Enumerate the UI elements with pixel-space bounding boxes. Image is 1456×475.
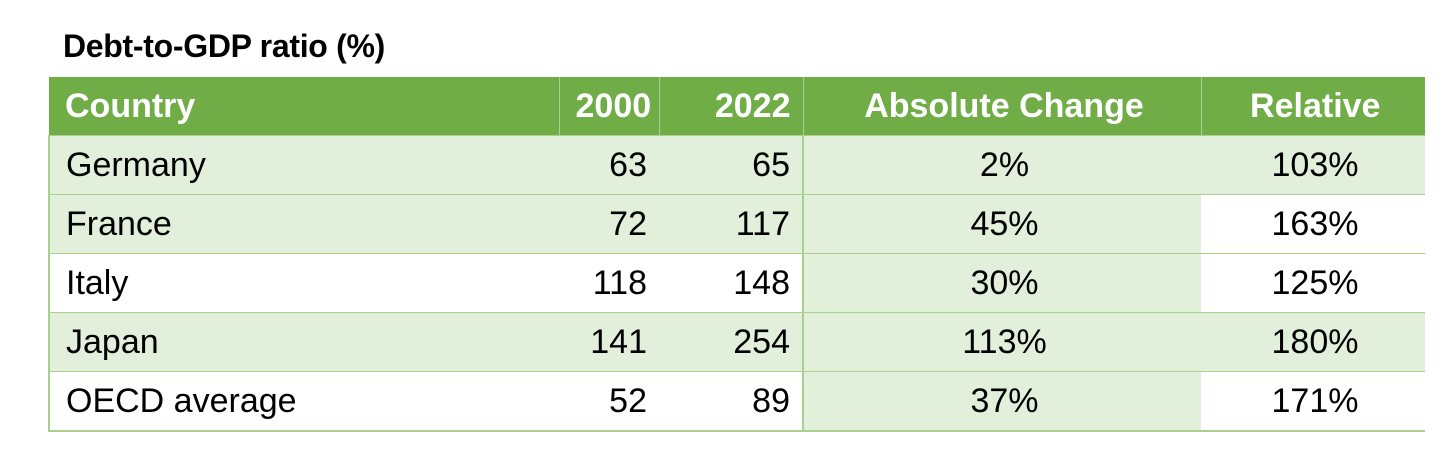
cell-2000: 63 <box>559 135 659 195</box>
column-header-absolute-change: Absolute Change <box>803 77 1202 136</box>
column-header-2022: 2022 <box>659 77 804 136</box>
cell-relative: 171% <box>1201 371 1425 432</box>
cell-country: OECD average <box>48 371 559 432</box>
table-row: Germany 63 65 2% 103% <box>48 135 1425 195</box>
cell-relative: 163% <box>1201 194 1425 254</box>
cell-absolute-change: 37% <box>803 371 1201 432</box>
cell-2000: 52 <box>559 371 659 432</box>
cell-2000: 118 <box>559 253 659 313</box>
cell-absolute-change: 2% <box>803 135 1201 195</box>
table-row: Italy 118 148 30% 125% <box>48 253 1425 313</box>
cell-2022: 89 <box>659 371 804 432</box>
table-row: Japan 141 254 113% 180% <box>48 312 1425 372</box>
table-row: France 72 117 45% 163% <box>48 194 1425 254</box>
cell-country: France <box>48 194 559 254</box>
cell-absolute-change: 113% <box>803 312 1201 372</box>
cell-2022: 148 <box>659 253 804 313</box>
cell-relative: 103% <box>1201 135 1425 195</box>
cell-absolute-change: 30% <box>803 253 1201 313</box>
column-header-relative: Relative <box>1201 77 1425 136</box>
cell-2000: 72 <box>559 194 659 254</box>
header-row: Country 2000 2022 Absolute Change Relati… <box>49 77 1425 136</box>
cell-2022: 117 <box>659 194 804 254</box>
cell-country: Japan <box>48 312 559 372</box>
column-header-2000: 2000 <box>559 77 660 136</box>
debt-to-gdp-table: Country 2000 2022 Absolute Change Relati… <box>48 77 1425 432</box>
cell-absolute-change: 45% <box>803 194 1201 254</box>
cell-2022: 254 <box>659 312 804 372</box>
column-header-country: Country <box>49 77 560 136</box>
cell-2000: 141 <box>559 312 659 372</box>
cell-relative: 125% <box>1201 253 1425 313</box>
cell-country: Italy <box>48 253 559 313</box>
cell-country: Germany <box>48 135 559 195</box>
cell-relative: 180% <box>1201 312 1425 372</box>
cell-2022: 65 <box>659 135 804 195</box>
table-row: OECD average 52 89 37% 171% <box>48 371 1425 432</box>
table-title: Debt-to-GDP ratio (%) <box>63 28 385 64</box>
